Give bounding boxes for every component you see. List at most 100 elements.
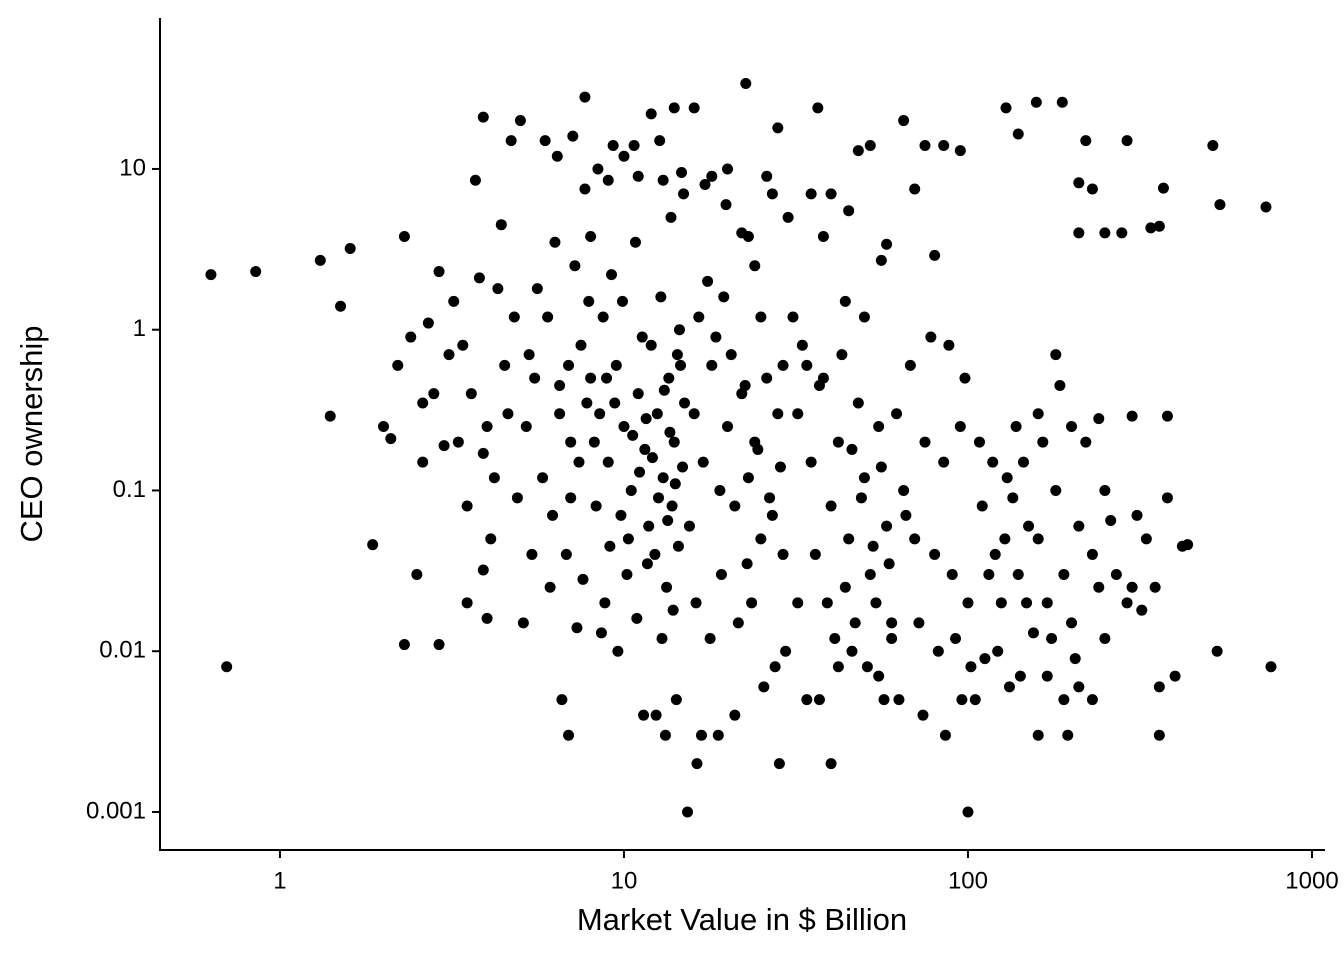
- point: [999, 533, 1011, 545]
- point: [925, 331, 937, 343]
- point: [1003, 681, 1015, 693]
- point: [1066, 420, 1078, 432]
- point: [250, 266, 262, 278]
- point: [645, 339, 657, 351]
- point: [801, 694, 813, 706]
- point: [675, 359, 687, 371]
- point: [1030, 96, 1042, 108]
- point: [411, 569, 423, 581]
- point: [505, 135, 517, 147]
- point: [1126, 581, 1138, 593]
- point: [755, 311, 767, 323]
- point: [989, 548, 1001, 560]
- point: [571, 622, 583, 634]
- point: [969, 694, 981, 706]
- point: [777, 359, 789, 371]
- point: [585, 372, 597, 384]
- point: [976, 500, 988, 512]
- point: [625, 484, 637, 496]
- point: [1121, 135, 1133, 147]
- point: [417, 397, 429, 409]
- point: [672, 540, 684, 552]
- point: [392, 359, 404, 371]
- point: [995, 597, 1007, 609]
- point: [873, 420, 885, 432]
- point: [688, 102, 700, 114]
- point: [628, 139, 640, 151]
- point: [742, 231, 754, 243]
- point: [725, 349, 737, 361]
- point: [1149, 581, 1161, 593]
- point: [1041, 597, 1053, 609]
- point: [772, 122, 784, 134]
- point: [632, 170, 644, 182]
- point: [1099, 632, 1111, 644]
- point: [502, 408, 514, 420]
- point: [443, 349, 455, 361]
- point: [695, 729, 707, 741]
- point: [873, 670, 885, 682]
- point: [825, 188, 837, 200]
- point: [1062, 729, 1074, 741]
- point: [813, 379, 825, 391]
- point: [898, 484, 910, 496]
- point: [861, 661, 873, 673]
- point: [551, 150, 563, 162]
- point: [663, 372, 675, 384]
- point: [875, 461, 887, 473]
- point: [508, 311, 520, 323]
- point: [367, 539, 379, 551]
- point: [829, 632, 841, 644]
- point: [1014, 670, 1026, 682]
- point: [652, 492, 664, 504]
- point: [909, 533, 921, 545]
- point: [706, 359, 718, 371]
- point: [629, 236, 641, 248]
- point: [886, 617, 898, 629]
- point: [610, 359, 622, 371]
- point: [693, 311, 705, 323]
- point: [950, 632, 962, 644]
- point: [1176, 540, 1188, 552]
- point: [929, 548, 941, 560]
- point: [583, 295, 595, 307]
- point: [900, 509, 912, 521]
- point: [477, 111, 489, 123]
- point: [777, 548, 789, 560]
- point: [846, 645, 858, 657]
- point: [739, 379, 751, 391]
- point: [452, 436, 464, 448]
- point: [772, 408, 784, 420]
- point: [749, 260, 761, 272]
- point: [616, 295, 628, 307]
- point: [1023, 520, 1035, 532]
- point: [594, 408, 606, 420]
- point: [659, 729, 671, 741]
- point: [1116, 227, 1128, 239]
- point: [764, 492, 776, 504]
- point: [595, 627, 607, 639]
- point: [846, 443, 858, 455]
- point: [636, 331, 648, 343]
- point: [1073, 227, 1085, 239]
- point: [638, 709, 650, 721]
- point: [712, 729, 724, 741]
- point: [1050, 484, 1062, 496]
- point: [883, 558, 895, 570]
- point: [520, 420, 532, 432]
- point: [1056, 96, 1068, 108]
- point: [1073, 520, 1085, 532]
- point: [588, 436, 600, 448]
- point: [796, 339, 808, 351]
- point: [1066, 617, 1078, 629]
- point: [422, 317, 434, 329]
- point: [1054, 379, 1066, 391]
- point: [433, 266, 445, 278]
- point: [599, 597, 611, 609]
- point: [676, 167, 688, 179]
- point: [1207, 139, 1219, 151]
- point: [577, 573, 589, 585]
- point: [344, 243, 356, 255]
- point: [843, 533, 855, 545]
